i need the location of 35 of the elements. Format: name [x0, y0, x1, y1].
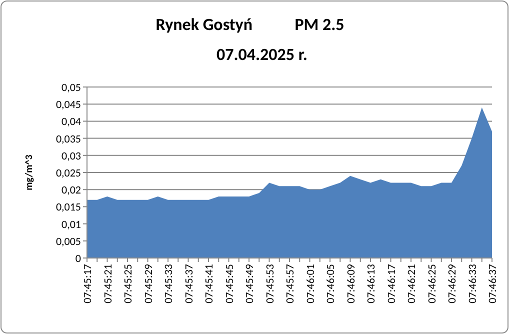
x-tick-label: 07:45:49: [243, 264, 256, 304]
x-tick-label: 07:46:29: [446, 264, 458, 304]
x-tick-label: 07:46:13: [364, 264, 378, 304]
y-tick-label: 0,02: [62, 184, 82, 197]
x-tick-label: 07:45:41: [202, 264, 216, 304]
x-tick-label: 07:45:33: [162, 264, 175, 304]
x-tick-label: 07:46:17: [384, 264, 398, 304]
x-tick-label: 07:45:45: [222, 264, 236, 304]
y-tick-label: 0,01: [62, 218, 82, 231]
x-tick-label: 07:45:17: [81, 264, 94, 304]
y-tick-label: 0,015: [56, 200, 81, 214]
x-tick-label: 07:46:21: [405, 264, 418, 304]
x-tick-label: 07:45:25: [122, 264, 134, 304]
x-tick-label: 07:45:53: [263, 264, 276, 304]
y-tick-label: 0,025: [56, 166, 81, 180]
y-axis-title: mg/m^3: [22, 154, 35, 190]
y-tick-label: 0,035: [56, 132, 81, 146]
x-tick-label: 07:46:33: [466, 264, 479, 304]
x-tick-label: 07:45:29: [142, 264, 155, 304]
chart-title: Rynek Gostyń PM 2.5: [156, 14, 344, 35]
y-tick-label: 0,03: [62, 149, 82, 162]
y-tick-label: 0,05: [62, 81, 81, 94]
x-tick-label: 07:46:25: [425, 264, 438, 304]
x-tick-label: 07:46:05: [324, 264, 337, 304]
x-tick-label: 07:45:57: [284, 264, 296, 304]
y-tick-label: 0,045: [56, 98, 81, 112]
y-tick-label: 0,005: [56, 234, 81, 248]
x-tick-label: 07:46:01: [304, 264, 317, 304]
y-tick-label: 0: [75, 252, 82, 265]
x-tick-label: 07:46:37: [486, 264, 499, 304]
y-tick-label: 0,04: [62, 115, 82, 128]
chart-subtitle: 07.04.2025 r.: [216, 44, 308, 65]
x-tick-label: 07:45:37: [182, 264, 196, 304]
x-tick-label: 07:45:21: [101, 264, 114, 304]
x-tick-label: 07:46:09: [344, 264, 358, 304]
